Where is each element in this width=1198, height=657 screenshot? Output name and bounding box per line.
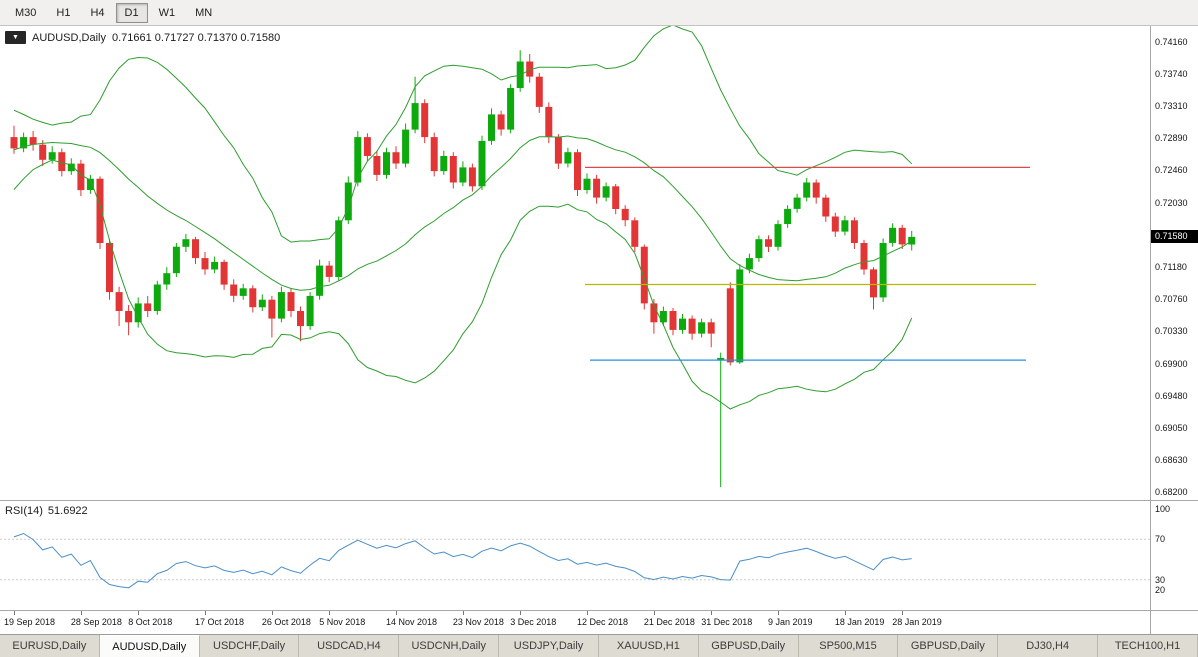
timeframe-button-h1[interactable]: H1 — [56, 6, 71, 19]
candles-layer — [10, 50, 916, 488]
date-tick-mark — [902, 611, 904, 615]
price-axis-label: 0.69900 — [1155, 358, 1188, 369]
pane-splitter[interactable] — [0, 500, 1198, 501]
rsi-chart-canvas[interactable] — [0, 502, 1150, 610]
rsi-axis-label: 30 — [1155, 574, 1166, 585]
bollinger-middle-band[interactable] — [13, 135, 912, 291]
date-tick-mark — [711, 611, 713, 615]
date-tick-mark — [520, 611, 522, 615]
rsi-title: RSI(14) 51.6922 — [5, 505, 88, 517]
chart-tab-usdcad-h4[interactable]: USDCAD,H4 — [299, 635, 400, 657]
date-axis-label: 9 Jan 2019 — [768, 617, 813, 627]
main-chart-pane[interactable]: ▼ AUDUSD,Daily 0.71661 0.71727 0.71370 0… — [0, 26, 1150, 500]
timeframe-button-h4[interactable]: H4 — [90, 6, 105, 19]
chart-ohlc-values: 0.71661 0.71727 0.71370 0.71580 — [111, 31, 281, 44]
rsi-axis-label: 20 — [1155, 584, 1166, 595]
chart-tab-usdcnh-daily[interactable]: USDCNH,Daily — [399, 635, 500, 657]
timeframe-button-m30[interactable]: M30 — [15, 6, 37, 19]
price-chart-canvas[interactable] — [0, 26, 1150, 500]
date-axis-label: 26 Oct 2018 — [261, 617, 311, 627]
date-axis-label: 17 Oct 2018 — [195, 617, 245, 627]
date-tick-mark — [14, 611, 15, 615]
price-axis-label: 0.70330 — [1155, 326, 1188, 337]
timeframe-button-d1[interactable]: D1 — [115, 2, 148, 23]
timeframe-toolbar: M30 H1 H4 D1 W1 MN — [0, 0, 1198, 26]
date-axis-label: 8 Oct 2018 — [128, 617, 173, 627]
price-axis-label: 0.74160 — [1155, 36, 1188, 47]
date-tick-mark — [396, 611, 397, 615]
bollinger-upper-band[interactable] — [13, 26, 913, 243]
rsi-value-label: 51.6922 — [47, 505, 88, 517]
date-axis[interactable]: 19 Sep 2018 28 Sep 2018 8 Oct 2018 17 Oct 2… — [0, 611, 1150, 634]
chart-tab-dj30-h4[interactable]: DJ30,H4 — [998, 635, 1099, 657]
chart-tab-audusd-daily[interactable]: AUDUSD,Daily — [99, 635, 200, 657]
rsi-name-label: RSI(14) — [5, 505, 43, 517]
price-axis[interactable]: 0.74160 0.73740 0.73310 0.72890 0.72460 0.720… — [1151, 26, 1198, 500]
price-axis-label: 0.69050 — [1155, 423, 1188, 434]
date-axis-label: 5 Nov 2018 — [319, 617, 366, 627]
rsi-axis-label: 100 — [1155, 504, 1171, 515]
rsi-indicator-pane[interactable]: RSI(14) 51.6922 — [0, 502, 1150, 610]
price-axis-label: 0.71180 — [1155, 262, 1187, 273]
rsi-axis[interactable]: 100 70 30 20 — [1151, 502, 1198, 610]
chart-tab-gbpusd-daily[interactable]: GBPUSD,Daily — [698, 635, 799, 657]
chart-tab-gbpusd-daily[interactable]: GBPUSD,Daily — [898, 635, 999, 657]
date-axis-label: 12 Dec 2018 — [577, 617, 629, 627]
date-tick-mark — [653, 611, 655, 615]
price-axis-label: 0.70760 — [1155, 293, 1188, 304]
date-tick-mark — [205, 611, 206, 615]
date-axis-label: 28 Jan 2019 — [892, 617, 942, 627]
date-tick-mark — [778, 611, 779, 615]
chart-tab-sp500-m15[interactable]: SP500,M15 — [798, 635, 899, 657]
date-axis-label: 21 Dec 2018 — [643, 617, 695, 627]
date-tick-mark — [329, 611, 331, 615]
price-axis-label: 0.73740 — [1155, 68, 1188, 79]
chart-symbol-period-label: AUDUSD,Daily — [32, 31, 106, 44]
date-tick-mark — [271, 611, 273, 615]
chart-dropdown-arrow-icon[interactable]: ▼ — [5, 31, 26, 44]
date-tick-mark — [80, 611, 82, 615]
date-axis-label: 19 Sep 2018 — [4, 617, 56, 627]
bollinger-lower-band[interactable] — [13, 159, 913, 410]
date-axis-label: 28 Sep 2018 — [70, 617, 122, 627]
chart-tab-bar: EURUSD,Daily AUDUSD,Daily USDCHF,Daily USDC… — [0, 634, 1198, 657]
chart-tab-tech100-h1[interactable]: TECH100,H1 — [1098, 635, 1198, 657]
date-axis-label: 14 Nov 2018 — [386, 617, 438, 627]
date-axis-label: 23 Nov 2018 — [452, 617, 504, 627]
timeframe-button-w1[interactable]: W1 — [158, 6, 176, 19]
date-tick-mark — [462, 611, 464, 615]
date-axis-separator — [0, 610, 1198, 611]
price-axis-label: 0.72460 — [1155, 165, 1188, 176]
date-axis-label: 31 Dec 2018 — [701, 617, 753, 627]
price-axis-label: 0.72890 — [1155, 132, 1188, 143]
date-tick-mark — [138, 611, 140, 615]
price-axis-label: 0.72030 — [1155, 197, 1188, 208]
chart-tab-usdchf-daily[interactable]: USDCHF,Daily — [199, 635, 300, 657]
price-axis-label: 0.68200 — [1155, 487, 1188, 498]
date-axis-label: 18 Jan 2019 — [834, 617, 885, 627]
price-axis-label: 0.69480 — [1155, 390, 1188, 401]
chart-title: ▼ AUDUSD,Daily 0.71661 0.71727 0.71370 0… — [5, 31, 280, 44]
rsi-line[interactable] — [13, 532, 912, 589]
chart-tab-eurusd-daily[interactable]: EURUSD,Daily — [0, 635, 100, 657]
date-axis-label: 3 Dec 2018 — [510, 617, 557, 627]
timeframe-button-mn[interactable]: MN — [195, 6, 213, 19]
date-tick-mark — [587, 611, 588, 615]
chart-tab-xauusd-h1[interactable]: XAUUSD,H1 — [598, 635, 699, 657]
price-axis-label: 0.68630 — [1155, 454, 1188, 465]
current-price-badge: 0.71580 — [1151, 230, 1198, 244]
price-axis-label: 0.73310 — [1155, 101, 1188, 112]
date-tick-mark — [844, 611, 846, 615]
rsi-axis-label: 70 — [1155, 534, 1166, 545]
chart-tab-usdjpy-daily[interactable]: USDJPY,Daily — [499, 635, 599, 657]
price-axis-border — [1150, 26, 1151, 634]
